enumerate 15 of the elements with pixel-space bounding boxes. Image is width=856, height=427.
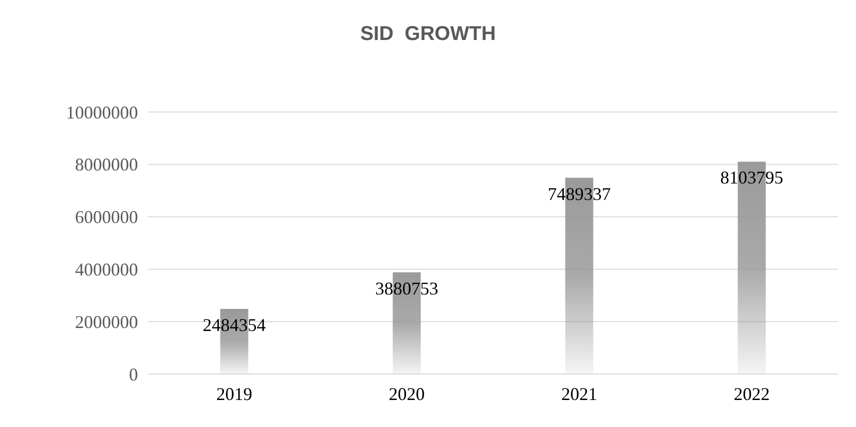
y-tick-label: 0: [129, 364, 138, 384]
x-tick-label: 2021: [561, 384, 598, 404]
data-label: 2484354: [202, 314, 266, 335]
data-label: 8103795: [720, 168, 784, 188]
y-tick-label: 4000000: [75, 260, 138, 280]
y-tick-label: 8000000: [75, 154, 138, 175]
x-tick-label: 2019: [216, 384, 252, 404]
x-tick-label: 2020: [388, 384, 425, 404]
data-label: 3880753: [375, 278, 438, 298]
x-tick-label: 2022: [734, 384, 770, 404]
chart-title: SID GROWTH: [360, 23, 496, 45]
y-tick-label: 2000000: [75, 312, 138, 332]
data-label: 7489337: [548, 184, 611, 204]
y-tick-label: 10000000: [66, 102, 138, 122]
y-tick-label: 6000000: [75, 207, 138, 228]
